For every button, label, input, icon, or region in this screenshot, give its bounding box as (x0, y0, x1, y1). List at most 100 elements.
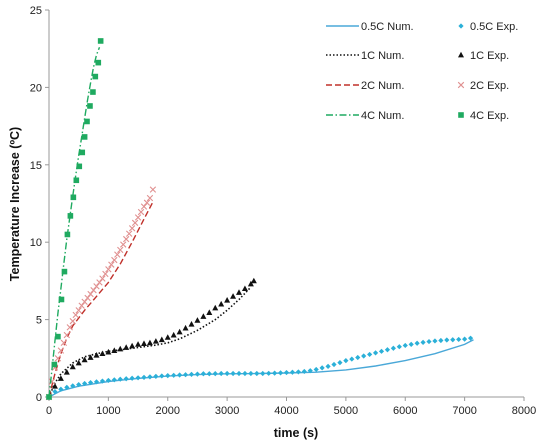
data-point-1c-exp (87, 354, 94, 360)
data-point-2c-exp (87, 290, 94, 298)
data-point-0-5c-exp (242, 370, 248, 377)
data-point-4c-exp (73, 177, 80, 184)
data-point-2c-exp (108, 261, 115, 268)
data-point-0-5c-exp (272, 370, 278, 376)
data-point-0-5c-exp (52, 388, 58, 395)
data-point-0-5c-exp (147, 374, 153, 380)
data-point-1c-exp (93, 352, 100, 358)
data-point-0-5c-exp (93, 379, 100, 385)
data-point-1c-exp (188, 321, 195, 327)
data-point-2c-exp (63, 331, 71, 339)
data-point-0-5c-exp (384, 347, 391, 353)
data-point-0-5c-exp (301, 368, 307, 375)
data-point-1c-exp (164, 334, 171, 340)
legend-label-0-5c-num: 0.5C Num. (361, 21, 414, 33)
data-point-4c-exp (90, 89, 96, 95)
data-point-0-5c-exp (260, 370, 266, 377)
data-point-0-5c-exp (212, 371, 218, 377)
data-point-1c-exp (57, 375, 64, 381)
data-point-0-5c-exp (396, 344, 402, 350)
data-point-2c-exp (69, 317, 76, 325)
x-tick-label: 3000 (215, 405, 239, 417)
data-point-0-5c-exp (99, 378, 106, 384)
data-point-2c-exp (66, 324, 73, 331)
data-point-1c-exp (105, 348, 112, 355)
data-point-0-5c-exp (295, 369, 301, 375)
data-point-1c-exp (194, 317, 201, 323)
data-point-0-5c-exp (367, 351, 373, 358)
data-point-2c-exp (128, 225, 136, 232)
y-tick-label: 0 (36, 392, 42, 404)
x-tick-label: 1000 (96, 405, 120, 417)
data-point-4c-exp (81, 134, 88, 140)
data-point-0-5c-exp (64, 384, 70, 391)
data-point-4c-exp (51, 361, 58, 368)
data-point-1c-exp (200, 313, 207, 319)
data-point-2c-exp (134, 214, 142, 221)
data-point-2c-exp (117, 246, 124, 254)
data-point-4c-exp (55, 333, 61, 340)
y-tick-label: 5 (36, 315, 42, 327)
x-tick-label: 2000 (156, 405, 180, 417)
data-point-2c-exp (105, 266, 112, 273)
data-point-0-5c-exp (462, 336, 468, 342)
data-point-1c-exp (123, 344, 130, 350)
data-point-1c-exp (51, 382, 58, 389)
data-point-0-5c-exp (307, 368, 313, 374)
data-point-0-5c-exp (390, 345, 396, 351)
legend-swatch-4c-exp (458, 112, 464, 118)
data-point-4c-exp (67, 213, 74, 219)
data-point-1c-exp (230, 293, 237, 299)
data-point-2c-exp (131, 219, 139, 227)
data-point-2c-exp (84, 294, 91, 302)
x-axis-title: time (s) (274, 426, 318, 440)
data-point-0-5c-exp (230, 370, 236, 377)
y-axis-title: Temperature Increase (ºC) (8, 127, 22, 281)
data-point-0-5c-exp (171, 372, 177, 378)
y-tick-label: 20 (30, 82, 42, 94)
data-point-0-5c-exp (111, 377, 117, 383)
data-point-2c-exp (72, 311, 79, 319)
data-point-0-5c-exp (87, 380, 94, 386)
data-point-0-5c-exp (224, 370, 230, 377)
data-point-0-5c-exp (349, 356, 355, 362)
data-point-0-5c-exp (248, 370, 254, 377)
data-point-0-5c-exp (58, 386, 64, 392)
data-point-2c-exp (96, 279, 103, 286)
data-point-2c-exp (78, 302, 85, 309)
data-point-0-5c-exp (289, 369, 296, 375)
data-point-1c-exp (117, 345, 124, 352)
data-point-2c-exp (102, 270, 109, 278)
data-point-2c-exp (143, 199, 151, 206)
data-point-4c-exp (97, 38, 104, 44)
data-point-1c-exp (247, 280, 254, 287)
data-point-4c-exp (64, 231, 71, 238)
data-point-0-5c-exp (456, 336, 462, 343)
data-point-0-5c-exp (70, 383, 76, 389)
legend-swatch-0-5c-exp (458, 23, 464, 29)
data-point-1c-exp (182, 324, 189, 331)
data-point-0-5c-exp (420, 339, 426, 345)
data-point-0-5c-exp (277, 370, 284, 376)
data-point-2c-exp (114, 251, 121, 258)
data-point-0-5c-exp (432, 338, 438, 344)
legend-swatch-2c-exp (457, 81, 465, 89)
data-point-0-5c-exp (105, 377, 111, 384)
data-point-2c-exp (75, 307, 82, 314)
data-point-1c-exp (69, 363, 76, 370)
data-point-1c-exp (176, 328, 183, 335)
data-point-1c-exp (146, 339, 153, 346)
data-point-2c-exp (120, 241, 127, 248)
data-point-1c-exp (129, 342, 136, 349)
data-point-0-5c-exp (372, 350, 379, 356)
legend-label-1c-exp: 1C Exp. (470, 50, 509, 62)
data-point-2c-exp (111, 256, 118, 264)
data-point-0-5c-exp (188, 371, 195, 377)
data-point-1c-exp (158, 336, 165, 343)
data-point-2c-exp (125, 230, 133, 237)
data-point-4c-exp (46, 394, 52, 400)
data-point-4c-exp (79, 149, 86, 156)
data-point-1c-exp (75, 359, 82, 366)
data-point-2c-exp (140, 203, 148, 210)
data-point-1c-exp (111, 347, 118, 353)
